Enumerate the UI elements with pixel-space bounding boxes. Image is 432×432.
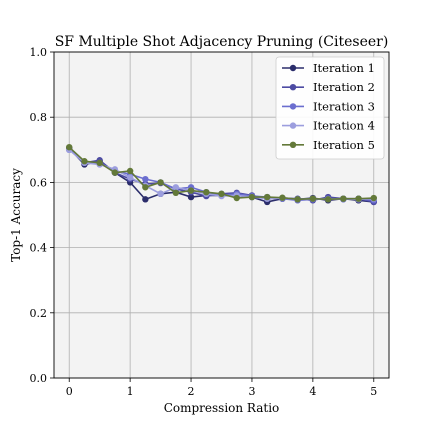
legend-marker bbox=[289, 141, 297, 148]
legend: Iteration 1 Iteration 2 Iteration 3 Iterati… bbox=[275, 56, 385, 160]
legend-label: Iteration 1 bbox=[313, 61, 375, 75]
legend-marker bbox=[289, 84, 297, 91]
data-point bbox=[218, 190, 225, 198]
data-point bbox=[263, 193, 271, 201]
chart-title: SF Multiple Shot Adjacency Pruning (Cite… bbox=[55, 34, 389, 50]
y-tick-label: 0.2 bbox=[30, 307, 48, 320]
legend-marker bbox=[289, 64, 297, 72]
series-layer bbox=[66, 143, 377, 206]
legend-item: Iteration 2 bbox=[282, 80, 375, 94]
y-tick-label: 0.0 bbox=[30, 372, 48, 385]
data-point bbox=[233, 194, 240, 202]
legend-label: Iteration 2 bbox=[313, 80, 375, 94]
x-tick-label: 5 bbox=[370, 385, 377, 398]
data-point bbox=[203, 188, 210, 196]
y-axis-label: Top-1 Accuracy bbox=[9, 168, 23, 262]
data-point bbox=[142, 196, 149, 203]
data-point bbox=[66, 143, 73, 151]
legend-box bbox=[275, 56, 385, 160]
legend-marker bbox=[289, 103, 297, 110]
y-tick-label: 0.4 bbox=[30, 242, 48, 255]
data-point bbox=[172, 184, 180, 191]
data-point bbox=[111, 169, 119, 176]
data-point bbox=[324, 196, 332, 203]
legend-item: Iteration 1 bbox=[282, 61, 375, 75]
x-axis: 0 1 2 3 4 5 bbox=[66, 378, 377, 398]
x-axis-label: Compression Ratio bbox=[164, 401, 280, 415]
data-point bbox=[187, 193, 195, 201]
legend-label: Iteration 5 bbox=[313, 138, 375, 152]
data-point bbox=[142, 175, 149, 183]
data-point bbox=[294, 196, 301, 203]
x-tick-label: 1 bbox=[127, 385, 134, 398]
legend-item: Iteration 3 bbox=[282, 99, 375, 113]
data-point bbox=[370, 194, 377, 202]
x-tick-label: 4 bbox=[309, 385, 316, 398]
y-tick-label: 1.0 bbox=[30, 46, 48, 59]
data-point bbox=[248, 193, 256, 201]
y-tick-label: 0.6 bbox=[30, 176, 48, 189]
legend-marker bbox=[289, 122, 297, 129]
legend-item: Iteration 5 bbox=[282, 138, 375, 152]
data-point bbox=[279, 194, 286, 201]
data-point bbox=[126, 174, 134, 181]
x-tick-label: 2 bbox=[188, 385, 195, 398]
x-tick-label: 0 bbox=[66, 385, 73, 398]
data-point bbox=[157, 179, 164, 186]
data-point bbox=[126, 167, 134, 175]
data-point bbox=[172, 189, 180, 197]
series-5 bbox=[66, 143, 377, 203]
data-point bbox=[355, 195, 362, 202]
legend-item: Iteration 4 bbox=[282, 119, 375, 133]
y-axis: 0.0 0.2 0.4 0.6 0.8 1.0 bbox=[30, 46, 54, 385]
legend-label: Iteration 3 bbox=[313, 99, 375, 113]
data-point bbox=[309, 195, 317, 202]
x-tick-label: 3 bbox=[248, 385, 255, 398]
data-point bbox=[142, 184, 149, 191]
y-tick-label: 0.8 bbox=[30, 111, 48, 124]
data-point bbox=[187, 187, 195, 194]
data-point bbox=[81, 158, 88, 165]
plot-frame bbox=[53, 51, 390, 379]
legend-label: Iteration 4 bbox=[313, 119, 375, 133]
data-point bbox=[96, 159, 103, 167]
data-point bbox=[340, 195, 347, 202]
data-point bbox=[157, 190, 164, 198]
